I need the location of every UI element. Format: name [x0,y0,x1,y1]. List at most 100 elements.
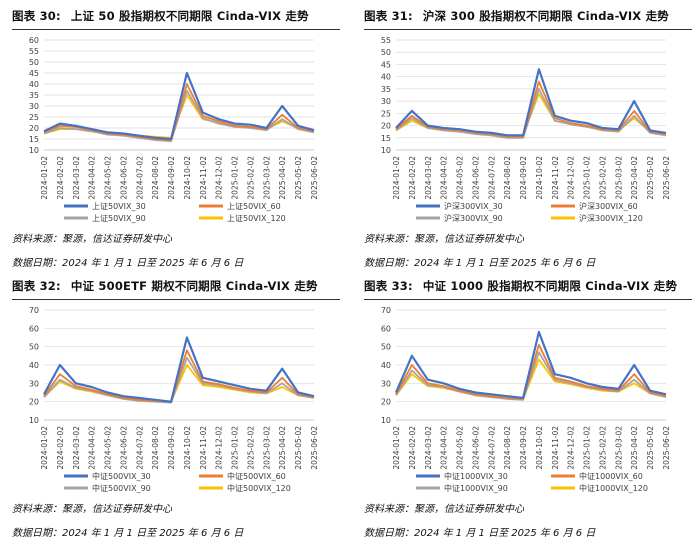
y-tick-label: 30 [29,379,39,388]
figure-caption: 沪深 300 股指期权不同期限 Cinda-VIX 走势 [422,9,669,23]
series-line [395,68,667,137]
y-tick-label: 20 [29,124,39,133]
y-tick-label: 30 [381,379,391,388]
x-tick-label: 2024-07-02 [487,426,496,470]
x-tick-label: 2024-10-02 [183,426,192,470]
x-tick-label: 2024-01-02 [40,426,49,470]
x-tick-label: 2024-02-02 [408,156,417,200]
x-tick-label: 2024-11-02 [199,156,208,200]
x-tick-label: 2024-12-02 [567,156,576,200]
x-tick-label: 2024-11-02 [199,426,208,470]
x-tick-label: 2024-12-02 [215,156,224,200]
series-line [43,356,315,404]
figure-number: 图表 32: [12,279,61,293]
y-tick-label: 20 [29,398,39,407]
x-tick-label: 2024-05-02 [104,156,113,200]
x-tick-label: 2024-11-02 [551,426,560,470]
series-line [43,89,315,143]
x-tick-label: 2024-06-02 [471,156,480,200]
legend-label: 上证50VIX_60 [227,202,281,211]
x-tick-label: 2024-09-02 [519,156,528,200]
x-tick-label: 2024-10-02 [535,156,544,200]
series-line [395,351,667,401]
y-tick-label: 20 [381,122,391,131]
y-tick-label: 60 [29,324,39,333]
line-chart: 10 15 20 25 30 35 40 45 50 55 2024-01-02 2024-02-02… [381,36,671,223]
y-tick-label: 55 [381,36,391,45]
x-tick-label: 2024-07-02 [487,156,496,200]
x-tick-label: 2024-02-02 [56,156,65,200]
figure-number: 图表 31: [364,9,413,23]
legend-label: 上证50VIX_120 [227,214,286,223]
series-line [43,336,315,403]
x-tick-label: 2024-04-02 [440,156,449,200]
y-tick-label: 50 [29,343,39,352]
x-tick-label: 2024-08-02 [503,426,512,470]
x-tick-label: 2024-01-02 [392,156,401,200]
legend-label: 沪深300VIX_30 [444,201,503,211]
chart-panel-csi500etf: 图表 32: 中证 500ETF 期权不同期限 Cinda-VIX 走势 10 20… [4,272,344,539]
legend-label: 沪深300VIX_120 [579,213,643,223]
x-tick-label: 2024-10-02 [535,426,544,470]
legend-label: 中证500VIX_30 [92,471,151,481]
series-line [43,349,315,403]
chart-title: 图表 33: 中证 1000 股指期权不同期限 Cinda-VIX 走势 [364,278,677,294]
y-tick-label: 70 [29,306,39,315]
x-tick-label: 2025-02-02 [598,156,607,200]
x-tick-label: 2024-04-02 [88,156,97,200]
y-tick-label: 15 [29,135,39,144]
chart-panel-csi300: 图表 31: 沪深 300 股指期权不同期限 Cinda-VIX 走势 10 15 2… [356,2,696,269]
source-note: 资料来源：聚源，信达证券研发中心 [12,234,172,245]
figure-caption: 中证 500ETF 期权不同期限 Cinda-VIX 走势 [70,279,318,293]
y-tick-label: 50 [29,58,39,67]
x-tick-label: 2025-01-02 [583,156,592,200]
line-chart: 10 15 20 25 30 35 40 45 50 55 60 2024-01-02 2024-02-… [29,36,319,223]
x-tick-label: 2025-04-02 [630,426,639,470]
chart-panel-csi1000: 图表 33: 中证 1000 股指期权不同期限 Cinda-VIX 走势 10 20… [356,272,696,539]
y-tick-label: 10 [381,416,391,425]
x-tick-label: 2025-06-02 [310,156,319,200]
title-rule [364,299,692,300]
x-tick-label: 2025-03-02 [614,426,623,470]
x-tick-label: 2025-01-02 [231,426,240,470]
legend-label: 中证500VIX_90 [92,483,151,493]
x-tick-label: 2024-06-02 [119,156,128,200]
y-tick-label: 55 [29,47,39,56]
y-tick-label: 40 [381,73,391,82]
x-tick-label: 2025-01-02 [583,426,592,470]
x-tick-label: 2024-01-02 [40,156,49,200]
y-tick-label: 60 [29,36,39,45]
y-tick-label: 45 [29,69,39,78]
y-tick-label: 25 [381,109,391,118]
y-tick-label: 45 [381,60,391,69]
y-tick-label: 10 [381,146,391,155]
legend-label: 中证1000VIX_90 [444,483,508,493]
y-tick-label: 35 [381,85,391,94]
x-tick-label: 2024-03-02 [72,426,81,470]
x-tick-label: 2024-09-02 [519,426,528,470]
figure-number: 图表 30: [12,9,61,23]
y-tick-label: 35 [29,91,39,100]
legend-label: 沪深300VIX_90 [444,213,503,223]
x-tick-label: 2025-05-02 [294,426,303,470]
x-tick-label: 2024-04-02 [88,426,97,470]
source-note: 资料来源：聚源，信达证券研发中心 [364,234,524,245]
x-tick-label: 2024-09-02 [167,426,176,470]
x-tick-label: 2025-04-02 [278,156,287,200]
chart-title: 图表 30: 上证 50 股指期权不同期限 Cinda-VIX 走势 [12,8,309,24]
x-tick-label: 2024-08-02 [503,156,512,200]
y-tick-label: 40 [29,80,39,89]
x-tick-label: 2024-01-02 [392,426,401,470]
figure-caption: 中证 1000 股指期权不同期限 Cinda-VIX 走势 [422,279,678,293]
x-tick-label: 2025-03-02 [614,156,623,200]
line-chart: 10 20 30 40 50 60 70 2024-01-02 2024-02-02 2024-0… [29,306,319,493]
y-tick-label: 30 [29,102,39,111]
x-tick-label: 2025-01-02 [231,156,240,200]
date-note: 数据日期：2024 年 1 月 1 日至 2025 年 6 月 6 日 [364,258,596,269]
y-tick-label: 15 [381,134,391,143]
series-line [395,343,667,400]
y-tick-label: 50 [381,343,391,352]
x-tick-label: 2024-05-02 [456,426,465,470]
legend-label: 中证500VIX_60 [227,471,286,481]
series-line [395,88,667,139]
